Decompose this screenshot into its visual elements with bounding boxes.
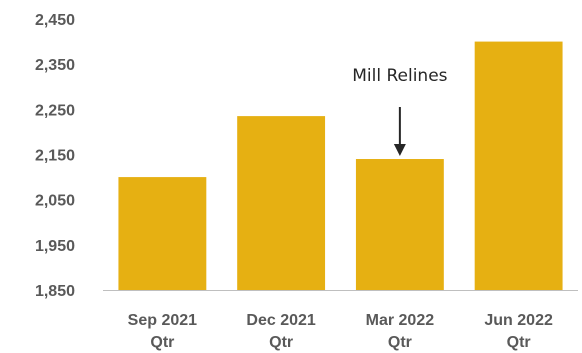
bar xyxy=(474,41,563,291)
y-tick-label: 2,250 xyxy=(35,102,75,119)
y-axis-ticks: 2,450 2,350 2,250 2,150 2,050 1,950 1,850 xyxy=(35,12,75,300)
annotation-label: Mill Relines xyxy=(352,66,447,86)
y-tick-label: 2,150 xyxy=(35,148,75,165)
bar xyxy=(355,159,444,290)
y-tick-label: 1,950 xyxy=(35,238,75,255)
bar xyxy=(118,177,207,290)
x-tick-label: Jun 2022 Qtr xyxy=(484,312,553,351)
y-tick-label: 2,450 xyxy=(35,12,75,29)
y-tick-label: 2,050 xyxy=(35,193,75,210)
x-tick-label: Sep 2021 Qtr xyxy=(128,312,197,351)
annotation-arrow-head xyxy=(393,144,406,157)
x-axis-ticks: Sep 2021 Qtr Dec 2021 Qtr Mar 2022 Qtr Jun 202… xyxy=(128,312,553,351)
y-tick-label: 2,350 xyxy=(35,57,75,74)
annotation: Mill Relines xyxy=(352,66,448,157)
bars xyxy=(118,41,563,291)
x-tick-label: Mar 2022 Qtr xyxy=(366,312,435,351)
bar xyxy=(237,116,326,290)
x-tick-label: Dec 2021 Qtr xyxy=(246,312,315,351)
y-tick-label: 1,850 xyxy=(35,283,75,300)
